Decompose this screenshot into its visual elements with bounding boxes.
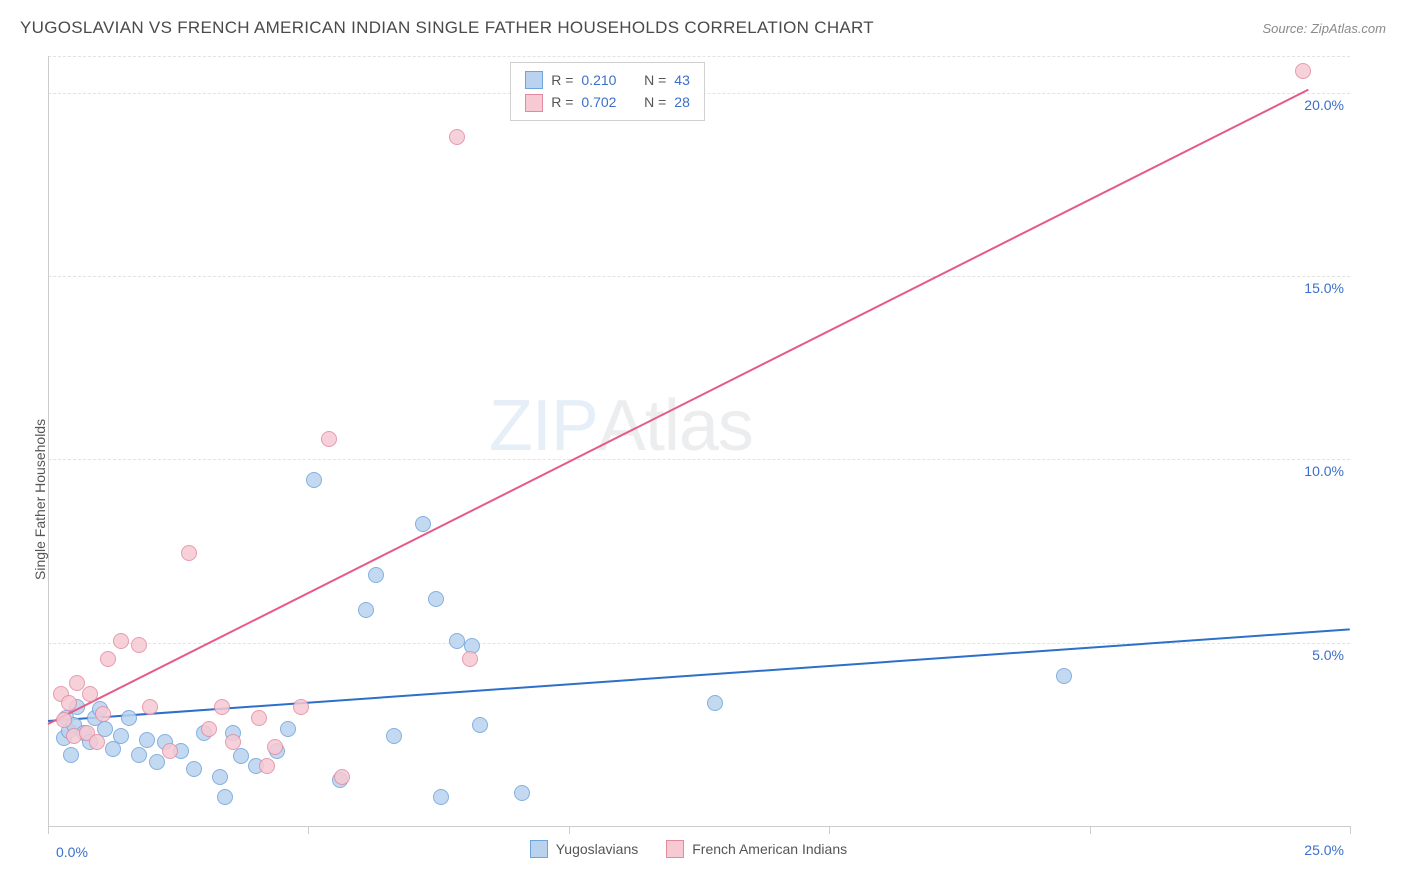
x-tick: [829, 826, 830, 834]
gridline: [48, 276, 1350, 277]
x-origin-label: 0.0%: [56, 844, 88, 860]
trend-line-french_american_indians: [48, 89, 1309, 725]
data-point: [89, 734, 105, 750]
x-tick: [48, 826, 49, 834]
gridline: [48, 459, 1350, 460]
data-point: [449, 129, 465, 145]
data-point: [1056, 668, 1072, 684]
stats-row-yugoslavians: R = 0.210 N = 43: [525, 69, 690, 91]
data-point: [149, 754, 165, 770]
data-point: [181, 545, 197, 561]
data-point: [707, 695, 723, 711]
x-tick: [1090, 826, 1091, 834]
data-point: [142, 699, 158, 715]
data-point: [139, 732, 155, 748]
chart-title: YUGOSLAVIAN VS FRENCH AMERICAN INDIAN SI…: [20, 18, 874, 38]
data-point: [334, 769, 350, 785]
data-point: [428, 591, 444, 607]
data-point: [358, 602, 374, 618]
y-tick-label: 10.0%: [1304, 463, 1344, 479]
data-point: [368, 567, 384, 583]
data-point: [415, 516, 431, 532]
y-axis-line: [48, 56, 49, 826]
data-point: [225, 734, 241, 750]
data-point: [82, 686, 98, 702]
source-attribution: Source: ZipAtlas.com: [1262, 21, 1386, 36]
data-point: [433, 789, 449, 805]
watermark-text: ZIPAtlas: [489, 385, 753, 467]
data-point: [131, 637, 147, 653]
y-axis-title: Single Father Households: [32, 418, 48, 579]
data-point: [280, 721, 296, 737]
scatter-chart: ZIPAtlas 5.0%10.0%15.0%20.0%0.0%25.0%: [48, 56, 1350, 826]
data-point: [113, 633, 129, 649]
data-point: [100, 651, 116, 667]
x-axis-line: [48, 826, 1350, 827]
x-tick: [569, 826, 570, 834]
data-point: [293, 699, 309, 715]
data-point: [233, 748, 249, 764]
data-point: [56, 712, 72, 728]
x-tick: [308, 826, 309, 834]
x-max-label: 25.0%: [1304, 842, 1344, 858]
data-point: [214, 699, 230, 715]
correlation-stats-box: R = 0.210 N = 43R = 0.702 N = 28: [510, 62, 705, 121]
swatch-icon: [666, 840, 684, 858]
data-point: [462, 651, 478, 667]
legend-item-french_american_indians: French American Indians: [666, 840, 847, 858]
data-point: [61, 695, 77, 711]
x-tick: [1350, 826, 1351, 834]
data-point: [472, 717, 488, 733]
data-point: [217, 789, 233, 805]
legend-label: Yugoslavians: [556, 841, 639, 857]
title-bar: YUGOSLAVIAN VS FRENCH AMERICAN INDIAN SI…: [20, 18, 1386, 38]
data-point: [386, 728, 402, 744]
data-point: [321, 431, 337, 447]
y-tick-label: 5.0%: [1312, 647, 1344, 663]
data-point: [1295, 63, 1311, 79]
data-point: [201, 721, 217, 737]
legend-label: French American Indians: [692, 841, 847, 857]
data-point: [186, 761, 202, 777]
data-point: [121, 710, 137, 726]
swatch-icon: [525, 71, 543, 89]
data-point: [113, 728, 129, 744]
data-point: [449, 633, 465, 649]
y-tick-label: 20.0%: [1304, 97, 1344, 113]
swatch-icon: [525, 94, 543, 112]
data-point: [306, 472, 322, 488]
data-point: [95, 706, 111, 722]
data-point: [267, 739, 283, 755]
stats-row-french_american_indians: R = 0.702 N = 28: [525, 91, 690, 113]
data-point: [63, 747, 79, 763]
data-point: [212, 769, 228, 785]
data-point: [162, 743, 178, 759]
swatch-icon: [530, 840, 548, 858]
data-point: [259, 758, 275, 774]
data-point: [251, 710, 267, 726]
y-tick-label: 15.0%: [1304, 280, 1344, 296]
data-point: [514, 785, 530, 801]
series-legend: Yugoslavians French American Indians: [530, 840, 847, 858]
data-point: [131, 747, 147, 763]
legend-item-yugoslavians: Yugoslavians: [530, 840, 639, 858]
